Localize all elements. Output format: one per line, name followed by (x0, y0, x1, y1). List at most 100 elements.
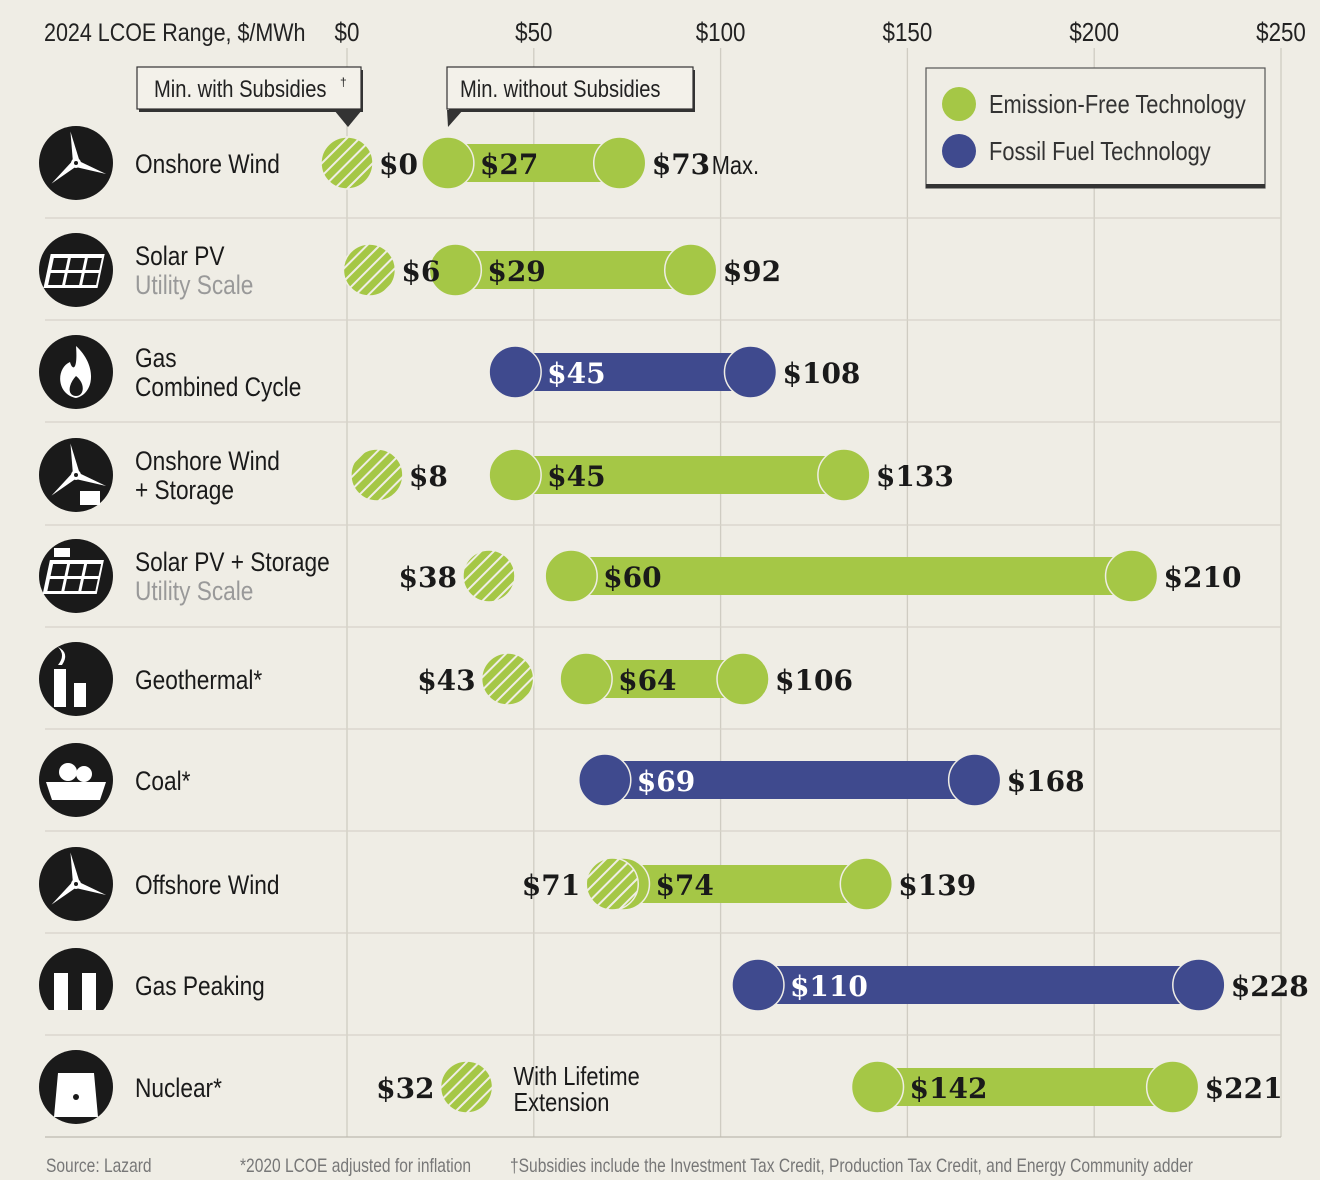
subsidized-note: With Lifetime (514, 1062, 640, 1091)
tech-subtitle: Utility Scale (135, 270, 253, 300)
max-value-label: $168 (1007, 765, 1085, 798)
legend: Emission-Free Technology Fossil Fuel Tech… (925, 67, 1266, 189)
subsidized-value-label: $38 (399, 561, 457, 594)
range-bar (515, 353, 751, 391)
x-axis-ticks: $0 $50 $100 $150 $200 $250 (335, 18, 1306, 47)
tech-name: Gas Peaking (135, 971, 265, 1001)
min-marker (421, 136, 475, 190)
max-value-label: $92 (723, 255, 781, 288)
range-bar (447, 144, 620, 182)
min-value-label: $64 (618, 664, 676, 697)
nuclear-icon (39, 1050, 113, 1124)
tech-name: Onshore Wind (135, 149, 280, 179)
max-value-label: $73 (652, 148, 710, 181)
row-geothermal-: Geothermal* $64 $106 $43 (39, 642, 853, 716)
x-tick-label: $100 (696, 18, 746, 47)
min-value-label: $60 (603, 561, 661, 594)
legend-box (925, 67, 1266, 189)
min-value-label: $69 (637, 765, 695, 798)
min-marker (731, 958, 785, 1012)
callout-pointer (334, 110, 362, 127)
legend-swatch (942, 134, 976, 168)
callout-box-with-subsidies (136, 66, 362, 110)
legend-label: Fossil Fuel Technology (989, 137, 1211, 166)
wind-storage-icon (39, 438, 113, 512)
min-marker (488, 448, 542, 502)
max-marker (1172, 958, 1226, 1012)
min-value-label: $29 (487, 255, 545, 288)
max-value-label: $228 (1231, 970, 1309, 1003)
x-tick-label: $0 (335, 18, 360, 47)
x-tick-label: $50 (515, 18, 552, 47)
subsidized-min-marker (480, 652, 535, 706)
max-value-label: $221 (1205, 1072, 1283, 1105)
max-marker (839, 857, 894, 911)
x-tick-label: $150 (883, 18, 933, 47)
range-bar (571, 557, 1132, 595)
tech-name: Geothermal* (135, 665, 263, 695)
subsidized-min-marker (462, 549, 516, 603)
range-bar (623, 865, 867, 903)
range-bar (877, 1068, 1173, 1106)
max-value-label: $210 (1164, 561, 1242, 594)
min-marker (559, 652, 613, 706)
max-marker (947, 753, 1002, 807)
footer-note-subsidies: †Subsidies include the Investment Tax Cr… (510, 1155, 1193, 1177)
tech-name: Gas (135, 343, 177, 373)
callout-without-subsidies-label: Min. without Subsidies (460, 75, 661, 102)
subsidized-value-label: $71 (522, 869, 580, 902)
subsidized-value-label: $0 (379, 148, 418, 181)
subsidized-min-marker (350, 448, 404, 502)
tech-name: Nuclear* (135, 1073, 222, 1103)
callout-pointer (447, 110, 463, 127)
min-marker (428, 243, 483, 297)
tech-name: Solar PV (135, 241, 225, 271)
min-marker (578, 753, 632, 807)
flame-icon (39, 335, 113, 409)
max-marker (716, 652, 770, 706)
max-suffix: Max. (712, 151, 759, 180)
range-bar (455, 251, 691, 289)
callout-with-subsidies-label: Min. with Subsidies (154, 75, 326, 102)
max-value-label: $139 (898, 869, 976, 902)
solar-panel-icon (39, 233, 113, 307)
chart-title: 2024 LCOE Range, $/MWh (44, 18, 306, 46)
min-value-label: $142 (910, 1072, 988, 1105)
callout-box-without-subsidies (446, 66, 694, 110)
max-value-label: $106 (775, 664, 853, 697)
row-onshore-wind: Onshore Wind $27 $73 Max. $0 (39, 126, 759, 200)
min-marker (488, 345, 542, 399)
max-value-label: $108 (782, 357, 860, 390)
dagger-mark: † (340, 75, 347, 89)
tech-name: Coal* (135, 766, 191, 796)
row-offshore-wind: Offshore Wind $74 $139 $71 (39, 847, 976, 921)
tech-name: Solar PV + Storage (135, 547, 330, 577)
max-marker (592, 136, 647, 190)
callouts: Min. with Subsidies † Min. without Subsidi… (136, 66, 695, 127)
tech-subtitle: Utility Scale (135, 576, 253, 606)
row-onshore-wind: Onshore Wind+ Storage $45 $133 $8 (39, 438, 954, 512)
legend-box-bottom (926, 184, 1265, 188)
max-marker (1145, 1060, 1200, 1114)
subsidized-min-marker (439, 1060, 494, 1114)
solar-storage-icon (39, 539, 113, 613)
subsidized-value-label: $32 (376, 1072, 434, 1105)
legend-label: Emission-Free Technology (989, 90, 1246, 119)
min-value-label: $27 (480, 148, 538, 181)
coal-icon (39, 743, 113, 817)
row-coal-: Coal* $69 $168 (39, 743, 1085, 817)
min-value-label: $74 (655, 869, 713, 902)
tech-name: Offshore Wind (135, 870, 279, 900)
min-value-label: $110 (790, 970, 868, 1003)
row-gas-peaking: Gas Peaking $110 $228 (39, 948, 1309, 1024)
row-nuclear-: Nuclear* $142 $221 $32 With LifetimeExtensio… (39, 1050, 1283, 1124)
tech-name: Onshore Wind (135, 446, 280, 476)
subsidized-min-marker (320, 136, 374, 190)
subsidized-value-label: $6 (401, 255, 440, 288)
tech-name-line2: Combined Cycle (135, 372, 301, 402)
min-value-label: $45 (547, 357, 605, 390)
